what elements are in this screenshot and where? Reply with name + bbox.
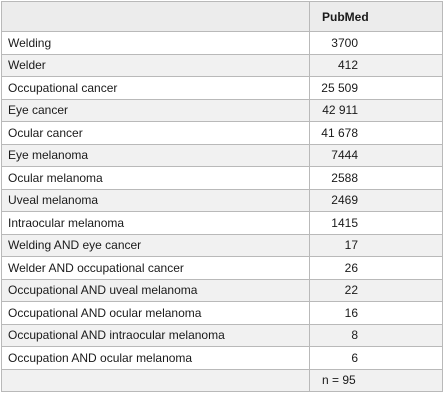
header-term-cell [1,1,310,32]
search-term-cell: Ocular cancer [1,121,310,145]
total-row: n = 95 [1,368,443,392]
pubmed-count-cell: 2469 [309,188,443,212]
search-term-cell: Welding [1,31,310,55]
pubmed-count-cell: 41 678 [309,121,443,145]
total-term-cell [1,368,310,392]
total-count-cell: n = 95 [309,368,443,392]
search-term-cell: Occupational cancer [1,76,310,100]
search-term-cell: Eye cancer [1,98,310,122]
search-term-cell: Ocular melanoma [1,166,310,190]
header-row: PubMed [1,1,443,32]
table-row: Welder 412 [1,53,443,77]
table-header: PubMed [1,1,443,32]
search-term-cell: Occupation AND ocular melanoma [1,346,310,370]
pubmed-count-cell: 8 [309,323,443,347]
table-row: Occupational AND uveal melanoma 22 [1,278,443,302]
pubmed-count-cell: 6 [309,346,443,370]
pubmed-count-cell: 42 911 [309,98,443,122]
search-term-cell: Intraocular melanoma [1,211,310,235]
table-row: Welder AND occupational cancer 26 [1,256,443,280]
table-row: Occupation AND ocular melanoma 6 [1,346,443,370]
pubmed-count-cell: 2588 [309,166,443,190]
table-row: Occupational AND intraocular melanoma 8 [1,323,443,347]
pubmed-count-cell: 26 [309,256,443,280]
search-term-cell: Welder AND occupational cancer [1,256,310,280]
table-row: Ocular melanoma 2588 [1,166,443,190]
table-row: Occupational AND ocular melanoma 16 [1,301,443,325]
search-term-cell: Occupational AND uveal melanoma [1,278,310,302]
search-term-cell: Occupational AND intraocular melanoma [1,323,310,347]
search-term-cell: Eye melanoma [1,143,310,167]
search-term-cell: Uveal melanoma [1,188,310,212]
header-pubmed-cell: PubMed [309,1,443,32]
pubmed-count-cell: 17 [309,233,443,257]
pubmed-count-cell: 1415 [309,211,443,235]
search-term-cell: Welding AND eye cancer [1,233,310,257]
pubmed-search-table-container: PubMed Welding 3700 Welder 412 Occupatio… [1,1,443,392]
table-row: Eye melanoma 7444 [1,143,443,167]
table-row: Ocular cancer 41 678 [1,121,443,145]
pubmed-count-cell: 22 [309,278,443,302]
pubmed-count-cell: 7444 [309,143,443,167]
pubmed-count-cell: 3700 [309,31,443,55]
table-row: Uveal melanoma 2469 [1,188,443,212]
table-row: Welding 3700 [1,31,443,55]
search-term-cell: Occupational AND ocular melanoma [1,301,310,325]
table-row: Eye cancer 42 911 [1,98,443,122]
pubmed-search-table: PubMed Welding 3700 Welder 412 Occupatio… [1,1,443,392]
table-body: Welding 3700 Welder 412 Occupational can… [1,31,443,392]
pubmed-count-cell: 25 509 [309,76,443,100]
table-row: Occupational cancer 25 509 [1,76,443,100]
table-row: Intraocular melanoma 1415 [1,211,443,235]
table-row: Welding AND eye cancer 17 [1,233,443,257]
pubmed-count-cell: 412 [309,53,443,77]
pubmed-count-cell: 16 [309,301,443,325]
search-term-cell: Welder [1,53,310,77]
